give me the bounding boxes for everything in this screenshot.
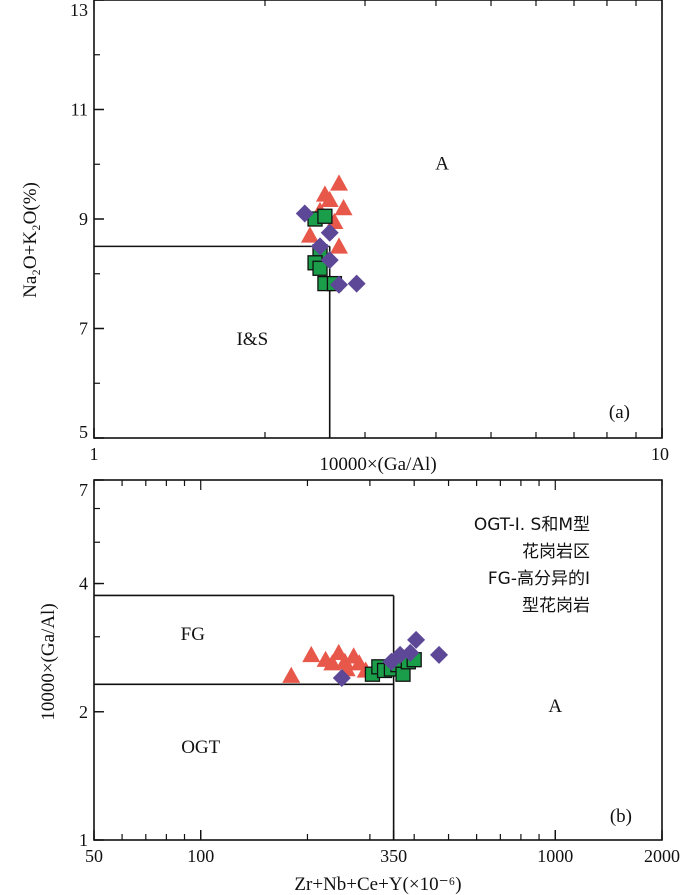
y-tick-label: 1	[79, 830, 88, 850]
x-tick-label: 2000	[644, 846, 680, 866]
y-tick-label: 4	[79, 574, 88, 594]
square-point	[312, 260, 328, 276]
triangle-point	[334, 199, 353, 216]
region-label: A	[548, 696, 562, 717]
region-label: A	[435, 154, 449, 175]
y-tick-label: 9	[79, 209, 88, 229]
triangle-point	[315, 185, 334, 202]
x-tick-label: 50	[85, 846, 103, 866]
diamond-point	[332, 669, 351, 688]
region-label: I&S	[236, 329, 268, 350]
panel-b-chart: 50 100 350 1000 2000 1 2 4 7 FG OGT A OGT-I. S和M型 …	[38, 479, 680, 895]
triangle-point	[330, 237, 349, 254]
panel-a-ticks: 1 10 5 7 9 11 13	[70, 0, 669, 464]
region-label: OGT	[181, 737, 220, 758]
y-tick-label: 7	[79, 480, 88, 500]
panel-b-tag: (b)	[610, 806, 632, 827]
panel-b-points	[282, 630, 449, 688]
y-tick-label: 13	[70, 0, 88, 20]
region-label: FG	[181, 624, 206, 645]
y-tick-label: 2	[79, 702, 88, 722]
diamond-point	[311, 237, 330, 256]
x-tick-label: 10	[651, 444, 669, 464]
panel-a-tag: (a)	[609, 402, 630, 423]
diamond-point	[320, 223, 339, 242]
panel-b-y-axis-title: 10000×(Ga/Al)	[38, 603, 59, 720]
panel-b-region-labels: FG OGT A	[181, 624, 563, 758]
panel-a-x-axis-title: 10000×(Ga/Al)	[319, 454, 436, 475]
panel-b-boundaries	[94, 594, 395, 840]
legend-note-line-4: 型花岗岩	[522, 596, 590, 616]
legend-note-line-2: 花岗岩区	[522, 542, 590, 562]
triangle-point	[282, 666, 301, 683]
y-tick-label: 11	[71, 100, 88, 120]
panel-b-ticks: 50 100 350 1000 2000 1 2 4 7	[79, 479, 680, 866]
x-tick-label: 1	[90, 444, 99, 464]
legend-note-line-3: FG-高分异的I	[488, 569, 590, 589]
panel-a-y-axis-title: Na₂O+K₂O(%)	[20, 182, 41, 298]
diamond-point	[401, 643, 420, 662]
x-tick-label: 350	[380, 846, 407, 866]
triangle-point	[300, 226, 319, 243]
panel-a-plot-frame	[93, 0, 663, 439]
legend-note-line-1: OGT-I. S和M型	[474, 515, 590, 535]
panel-b-x-axis-title: Zr+Nb+Ce+Y(×10⁻⁶)	[294, 874, 461, 895]
diamond-point	[347, 274, 366, 293]
panel-a-chart: 1 10 5 7 9 11 13 A I&S (a) 10000×(Ga/Al) Na₂O+K…	[20, 0, 669, 475]
panel-a-points	[295, 174, 366, 294]
x-tick-label: 1000	[537, 846, 573, 866]
y-tick-label: 5	[79, 422, 88, 442]
triangle-point	[335, 652, 354, 670]
diamond-point	[330, 275, 349, 294]
square-point	[317, 208, 333, 224]
diamond-point	[320, 251, 339, 270]
triangle-point	[330, 174, 349, 191]
diamond-point	[295, 204, 314, 223]
triangle-point	[323, 654, 342, 671]
diamond-point	[430, 645, 449, 664]
panel-b-legend-note: OGT-I. S和M型 花岗岩区 FG-高分异的I 型花岗岩	[474, 515, 590, 616]
triangle-point	[302, 645, 321, 663]
panel-a-region-labels: A I&S	[236, 154, 449, 350]
diamond-point	[407, 630, 426, 649]
panel-b-plot-frame	[93, 479, 663, 841]
x-tick-label: 100	[187, 846, 214, 866]
panel-a-boundaries	[94, 245, 331, 438]
y-tick-label: 7	[79, 319, 88, 339]
